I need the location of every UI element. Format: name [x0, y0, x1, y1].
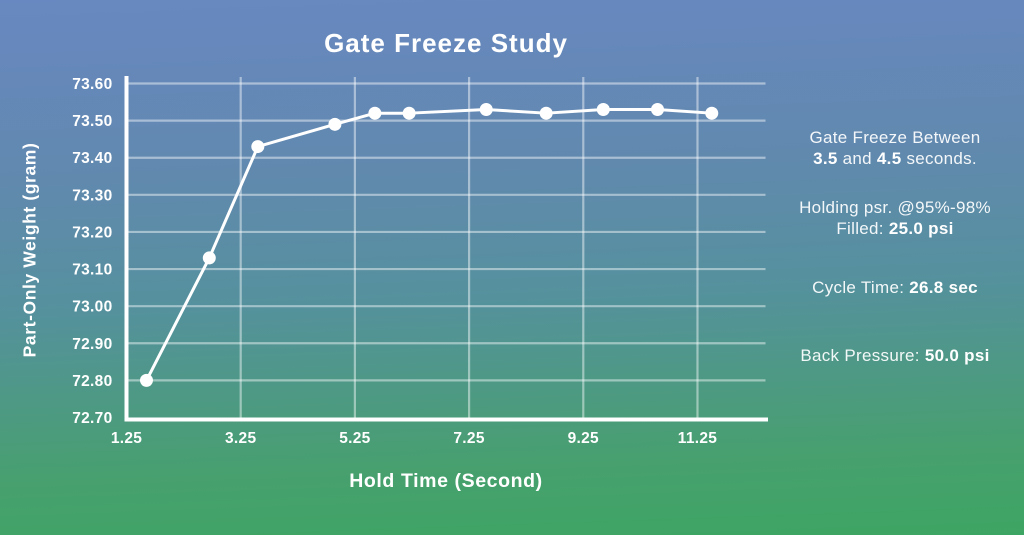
y-tick-label: 72.70: [72, 410, 112, 427]
x-tick-label: 7.25: [453, 430, 484, 447]
annotation-text: seconds.: [901, 149, 977, 169]
y-tick-label: 73.20: [72, 224, 112, 241]
y-tick-label: 73.30: [72, 187, 112, 204]
data-point: [596, 102, 610, 116]
annotation-text: 26.8 sec: [909, 277, 978, 297]
x-tick-label: 11.25: [678, 430, 718, 447]
annotation-text: 4.5: [876, 149, 902, 169]
holding-pressure-note: Holding psr. @95%-98% Filled: 25.0 psi: [770, 197, 1020, 240]
series-line: [144, 107, 714, 382]
x-axis-title: Hold Time (Second): [349, 470, 543, 492]
x-tick-label: 1.25: [111, 430, 142, 447]
data-point: [328, 117, 342, 131]
annotation-text: Filled:: [836, 219, 889, 239]
data-point: [251, 140, 265, 154]
data-point: [139, 373, 153, 387]
x-tick-label: 3.25: [225, 430, 256, 447]
data-point: [539, 106, 553, 120]
annotation-panel: Gate Freeze Between 3.5 and 4.5 seconds. …: [770, 127, 1020, 366]
y-tick-label: 73.40: [72, 150, 112, 167]
back-pressure-note: Back Pressure: 50.0 psi: [770, 345, 1020, 366]
data-point: [402, 106, 416, 120]
y-tick-label: 73.60: [72, 76, 112, 93]
y-axis-title: Part-Only Weight (gram): [19, 142, 40, 358]
data-point: [651, 102, 665, 116]
gate-freeze-note: Gate Freeze Between 3.5 and 4.5 seconds.: [770, 127, 1020, 170]
chart-title: Gate Freeze Study: [324, 28, 568, 58]
annotation-text: 3.5: [813, 149, 838, 169]
annotation-text: Cycle Time:: [812, 277, 910, 297]
annotation-text: 25.0 psi: [888, 219, 954, 239]
data-point: [202, 251, 216, 265]
annotation-text: Holding psr. @95%-98%: [799, 197, 991, 217]
annotation-text: Gate Freeze Between: [809, 128, 981, 147]
y-tick-label: 72.80: [72, 373, 112, 390]
y-tick-label: 72.90: [72, 336, 112, 353]
y-tick-label: 73.50: [72, 113, 112, 130]
cycle-time-note: Cycle Time: 26.8 sec: [770, 277, 1020, 298]
annotation-text: Back Pressure:: [800, 346, 925, 366]
axis-line: [124, 76, 768, 422]
data-point: [479, 102, 493, 116]
data-point: [368, 106, 382, 120]
y-tick-label: 73.10: [72, 262, 112, 279]
annotation-text: and: [837, 149, 877, 169]
x-tick-label: 5.25: [339, 430, 370, 447]
x-tick-label: 9.25: [568, 430, 599, 447]
data-point: [705, 106, 719, 120]
y-tick-label: 73.00: [72, 299, 112, 316]
annotation-text: 50.0 psi: [924, 346, 990, 366]
